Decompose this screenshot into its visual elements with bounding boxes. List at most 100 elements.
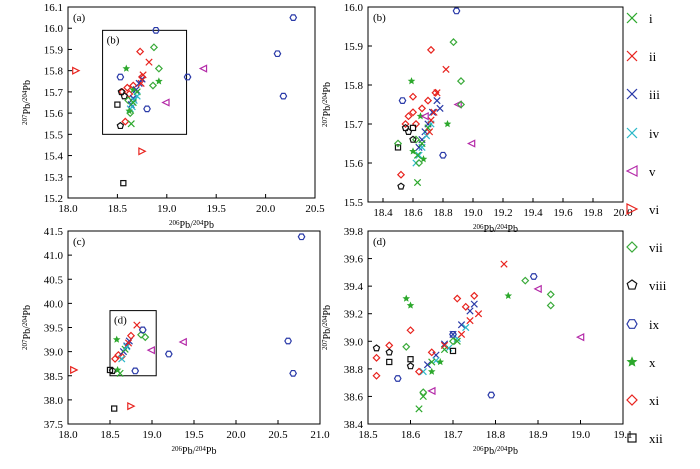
- data-point-ii: [124, 339, 133, 347]
- data-point-ii: [457, 330, 466, 339]
- y-axis-label: 207Pb/204Pb: [21, 305, 33, 350]
- x-tick-label: 19.0: [571, 429, 591, 441]
- y-tick-label: 16.0: [344, 2, 364, 14]
- y-tick-label: 39.0: [44, 347, 64, 359]
- data-point-iii: [433, 96, 441, 105]
- legend-label: xi: [649, 393, 660, 408]
- data-point-ix: [487, 391, 496, 399]
- legend-item-ii: ii: [616, 46, 700, 70]
- data-point-iii: [132, 86, 140, 94]
- x-tick-label: 18.4: [373, 207, 393, 219]
- panel-label: (c): [73, 236, 86, 248]
- data-point-vi: [138, 147, 147, 156]
- legend-marker-icon: [627, 433, 637, 443]
- data-point-iii: [436, 104, 444, 113]
- data-point-x: [122, 64, 131, 72]
- data-point-vii: [411, 135, 421, 144]
- data-point-xi: [408, 108, 418, 117]
- data-point-x: [419, 155, 428, 163]
- x-tick-label: 19.4: [523, 207, 543, 219]
- x-tick-label: 20.0: [226, 429, 246, 441]
- data-point-vi: [127, 401, 136, 411]
- x-tick-label: 18.8: [486, 429, 506, 441]
- data-point-vii: [149, 43, 159, 52]
- y-axis-label: 207Pb/204Pb: [321, 82, 333, 127]
- legend-marker-icon: [626, 50, 638, 62]
- legend-item-vi: vi: [616, 199, 700, 223]
- legend-label: vii: [649, 240, 663, 256]
- data-point-ii: [474, 310, 483, 318]
- y-tick-label: 38.4: [344, 419, 364, 431]
- data-point-xii: [449, 347, 457, 355]
- data-point-ii: [466, 316, 474, 325]
- panel-b: 18.4 18.6 18.8 19.0 19.2 19.4 19.6 19.8 20.0 15.5…: [321, 2, 633, 235]
- legend-symbol-vi: [626, 203, 639, 215]
- inset-box: [102, 29, 188, 135]
- data-point-ix: [131, 367, 140, 375]
- data-point-xi: [470, 291, 479, 300]
- data-point-vi: [70, 365, 79, 375]
- y-tick-label: 15.5: [344, 197, 364, 209]
- data-point-ii: [145, 58, 153, 66]
- data-point-x: [427, 367, 436, 375]
- plot-frame: [367, 230, 624, 425]
- data-point-x: [409, 147, 417, 155]
- data-point-iii: [138, 75, 146, 83]
- legend-symbol-xi: [626, 394, 638, 406]
- panel-a: 18.0 18.5 19.0 19.5 20.0 20.5 15.2 15.3 15.4 15.5…: [21, 2, 325, 231]
- legend-marker-icon: [625, 164, 638, 177]
- legend-symbol-iii: [626, 88, 638, 100]
- x-tick-label: 18.8: [433, 207, 453, 219]
- data-point-xi: [121, 117, 130, 126]
- data-point-ii: [427, 116, 435, 124]
- data-point-xii: [111, 405, 118, 412]
- legend-marker-icon: [626, 203, 639, 215]
- data-point-xi: [372, 353, 381, 362]
- data-point-iv: [133, 92, 141, 100]
- y-tick-label: 37.5: [44, 419, 64, 431]
- y-tick-label: 15.5: [44, 129, 64, 141]
- y-tick-label: 38.0: [44, 395, 64, 407]
- legend-item-iv: iv: [616, 123, 700, 147]
- x-tick-label: 18.5: [100, 429, 120, 441]
- data-point-xi: [453, 294, 462, 303]
- plot-frame: [67, 6, 316, 199]
- data-point-i: [413, 178, 422, 187]
- data-point-i: [418, 139, 426, 148]
- data-point-ii: [133, 321, 141, 329]
- panel-label: (a): [73, 12, 86, 24]
- data-point-vii: [546, 290, 555, 299]
- data-point-xi: [136, 47, 145, 56]
- data-point-ix: [138, 326, 147, 334]
- data-point-iii: [423, 361, 432, 369]
- data-point-i: [129, 98, 137, 107]
- data-point-ix: [273, 50, 282, 58]
- data-point-viii: [372, 344, 381, 352]
- x-tick-label: 18.7: [443, 429, 463, 441]
- inset-box: [109, 310, 157, 377]
- y-axis-label: 207Pb/204Pb: [321, 305, 333, 350]
- data-point-iv: [422, 132, 431, 140]
- legend-marker-icon: [626, 127, 638, 139]
- data-point-vii: [126, 109, 135, 118]
- data-point-x: [504, 291, 513, 300]
- data-point-ix: [143, 105, 151, 113]
- x-tick-label: 20.5: [305, 203, 325, 215]
- x-axis-label: 206Pb/204Pb: [172, 445, 217, 457]
- data-point-iv: [128, 103, 136, 111]
- data-point-xi: [417, 104, 427, 113]
- data-point-iii: [470, 300, 478, 308]
- data-point-x: [407, 77, 416, 85]
- legend-item-x: x: [616, 352, 700, 376]
- x-tick-label: 20.5: [268, 429, 288, 441]
- y-tick-label: 16.1: [44, 2, 63, 14]
- y-tick-label: 15.9: [344, 41, 364, 53]
- y-tick-label: 15.2: [44, 193, 63, 205]
- x-tick-label: 19.6: [553, 207, 573, 219]
- data-point-xi: [461, 302, 470, 311]
- data-point-vii: [456, 77, 466, 86]
- y-tick-label: 40.5: [44, 274, 64, 286]
- data-point-iv: [130, 96, 138, 105]
- legend-marker-icon: [626, 394, 638, 406]
- x-tick-label: 20.0: [613, 207, 633, 219]
